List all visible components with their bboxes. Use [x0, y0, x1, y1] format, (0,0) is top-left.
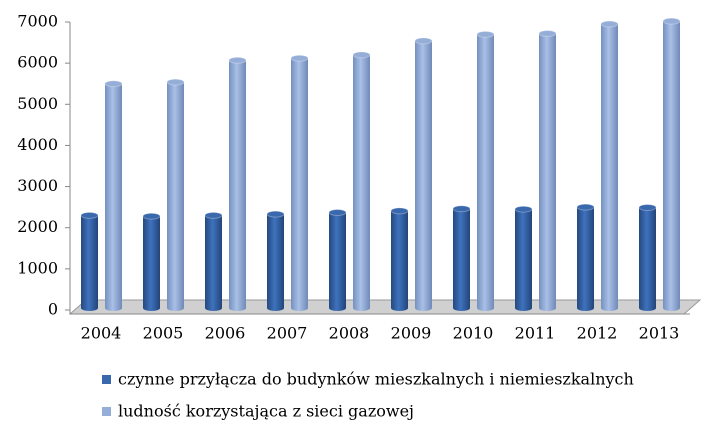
x-tick-label: 2013 — [639, 324, 680, 343]
x-tick-label: 2011 — [515, 324, 556, 343]
x-tick-label: 2009 — [391, 324, 432, 343]
bar-top — [204, 211, 223, 219]
bar-top — [514, 205, 533, 213]
bar — [515, 209, 532, 311]
bar — [539, 33, 556, 312]
bar — [81, 215, 98, 311]
x-tick-label: 2008 — [329, 324, 370, 343]
bar-top — [476, 30, 495, 38]
bar — [105, 83, 122, 311]
bar — [663, 21, 680, 311]
y-tick-label: 5000 — [17, 94, 58, 113]
bar-top — [228, 56, 247, 64]
y-tick-label: 4000 — [17, 135, 58, 154]
bar-top — [352, 51, 371, 59]
x-tick-label: 2010 — [453, 324, 494, 343]
legend-swatch — [102, 375, 111, 384]
bar — [601, 24, 618, 312]
bar-top — [80, 211, 99, 219]
bar — [391, 210, 408, 311]
x-tick-label: 2006 — [205, 324, 246, 343]
x-tick-label: 2012 — [577, 324, 618, 343]
bar-top — [390, 207, 409, 215]
bar — [267, 214, 284, 311]
bar-top — [104, 80, 123, 88]
bar — [291, 58, 308, 311]
bar-top — [166, 78, 185, 86]
bar — [577, 207, 594, 311]
bar — [353, 54, 370, 312]
bar-top — [600, 20, 619, 28]
y-tick-label: 3000 — [17, 176, 58, 195]
bar — [167, 82, 184, 311]
legend-label: czynne przyłącza do budynków mieszkalnyc… — [118, 370, 634, 389]
x-tick-label: 2004 — [81, 324, 122, 343]
y-tick-label: 1000 — [17, 258, 58, 277]
y-tick-label: 0 — [48, 300, 58, 319]
bar-top — [538, 30, 557, 38]
bar — [453, 208, 470, 311]
legend-swatch — [102, 407, 111, 416]
bar-top — [328, 208, 347, 216]
bar — [205, 215, 222, 311]
y-tick-label: 6000 — [17, 53, 58, 72]
bar-top — [576, 203, 595, 211]
bar — [229, 60, 246, 312]
bar-top — [638, 204, 657, 212]
bar-top — [266, 210, 285, 218]
bar — [415, 40, 432, 311]
bar — [477, 34, 494, 311]
x-tick-label: 2007 — [267, 324, 308, 343]
bar-top — [414, 37, 433, 45]
bar-top — [142, 212, 161, 220]
bar-top — [452, 205, 471, 213]
bar — [329, 212, 346, 311]
bar-top — [662, 17, 681, 25]
x-tick-label: 2005 — [143, 324, 184, 343]
y-tick-label: 7000 — [17, 12, 58, 31]
bar — [143, 216, 160, 311]
bar-top — [290, 54, 309, 62]
bar — [639, 207, 656, 311]
y-tick-label: 2000 — [17, 217, 58, 236]
legend-label: ludność korzystająca z sieci gazowej — [118, 402, 414, 421]
